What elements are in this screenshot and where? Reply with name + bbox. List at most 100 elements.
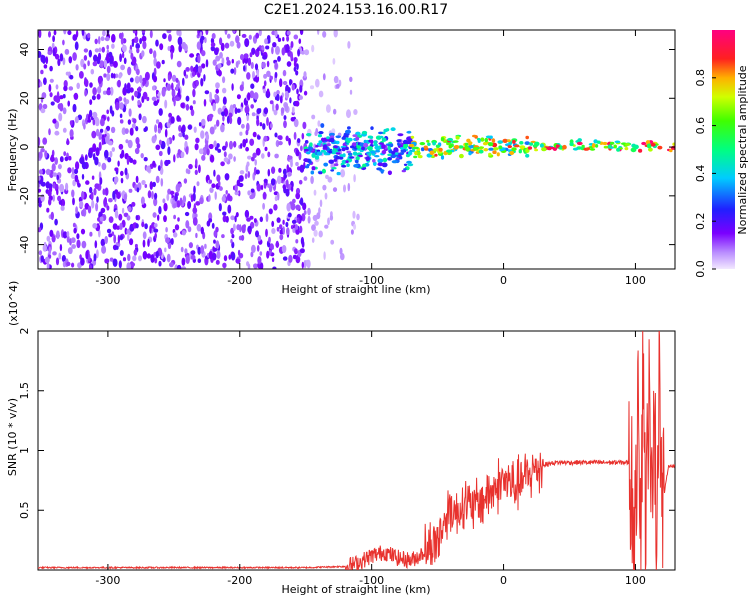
heatmap-cell xyxy=(300,236,304,245)
heatmap-cell xyxy=(169,262,174,268)
heatmap-cell xyxy=(373,143,379,147)
heatmap-cell xyxy=(468,144,474,149)
heatmap-cell xyxy=(108,198,113,203)
heatmap-cell xyxy=(222,145,227,151)
heatmap-cell xyxy=(175,84,179,91)
heatmap-cell xyxy=(56,230,60,239)
heatmap-cell xyxy=(195,158,198,167)
heatmap-cell xyxy=(264,146,268,152)
heatmap-cell xyxy=(138,113,142,121)
heatmap-cell xyxy=(178,132,183,138)
heatmap-cell xyxy=(410,135,415,139)
heatmap-cell xyxy=(68,155,72,161)
heatmap-cell xyxy=(93,253,97,262)
heatmap-cell xyxy=(158,139,162,145)
heatmap-cell xyxy=(273,91,277,98)
heatmap-cell xyxy=(334,163,339,167)
heatmap-cell xyxy=(128,49,133,54)
heatmap-cell xyxy=(304,140,309,144)
heatmap-cell xyxy=(223,255,228,262)
heatmap-cell xyxy=(99,128,104,133)
heatmap-cell xyxy=(607,144,612,148)
heatmap-cell xyxy=(408,143,415,148)
heatmap-cell xyxy=(104,36,110,42)
heatmap-cell xyxy=(185,95,190,102)
heatmap-cell xyxy=(209,91,213,101)
heatmap-cell xyxy=(91,130,97,139)
heatmap-cell xyxy=(253,77,258,82)
heatmap-cell xyxy=(352,210,356,219)
heatmap-cell xyxy=(94,183,100,190)
heatmap-cell xyxy=(155,89,159,95)
heatmap-cell xyxy=(39,81,43,87)
heatmap-cell xyxy=(59,156,64,163)
heatmap-cell xyxy=(224,42,230,49)
heatmap-cell xyxy=(589,148,596,151)
heatmap-cell xyxy=(185,146,189,155)
heatmap-cell xyxy=(135,137,140,145)
heatmap-cell xyxy=(279,234,284,241)
heatmap-cell xyxy=(105,135,110,144)
heatmap-cell xyxy=(333,158,338,162)
heatmap-cell xyxy=(81,190,85,200)
heatmap-cell xyxy=(181,257,186,266)
heatmap-cell xyxy=(196,223,202,232)
heatmap-cell xyxy=(402,139,408,145)
heatmap-cell xyxy=(200,245,205,255)
y-tick-label: -40 xyxy=(18,236,31,254)
heatmap-cell xyxy=(311,114,316,120)
heatmap-cell xyxy=(40,108,46,114)
heatmap-cell xyxy=(157,214,160,221)
heatmap-cell xyxy=(57,195,62,202)
heatmap-cell xyxy=(488,147,494,151)
heatmap-cell xyxy=(420,147,425,152)
heatmap-cell xyxy=(49,92,53,98)
heatmap-cell xyxy=(92,111,98,119)
heatmap-cell xyxy=(527,146,533,150)
heatmap-cell xyxy=(52,35,55,43)
heatmap-cell xyxy=(141,30,146,34)
heatmap-cell xyxy=(75,161,80,170)
heatmap-cell xyxy=(56,188,59,196)
heatmap-cell xyxy=(196,181,200,187)
heatmap-cell xyxy=(287,171,292,177)
heatmap-cell xyxy=(244,38,250,48)
heatmap-cell xyxy=(142,91,148,100)
heatmap-cell xyxy=(381,162,388,168)
heatmap-cell xyxy=(349,89,353,95)
heatmap-cell xyxy=(144,71,150,81)
heatmap-cell xyxy=(592,143,596,147)
heatmap-cell xyxy=(200,130,205,139)
heatmap-cell xyxy=(154,192,158,200)
heatmap-cell xyxy=(115,73,119,79)
heatmap-cell xyxy=(146,96,150,102)
heatmap-cell xyxy=(195,232,198,239)
heatmap-cell xyxy=(466,138,471,143)
heatmap-cell xyxy=(170,238,174,245)
heatmap-cell xyxy=(41,92,47,99)
heatmap-cell xyxy=(279,229,283,235)
heatmap-cell xyxy=(274,153,279,159)
heatmap-cell xyxy=(356,145,361,149)
heatmap-cell xyxy=(130,262,136,267)
heatmap-cell xyxy=(67,100,70,107)
heatmap-cell xyxy=(216,250,221,259)
heatmap-cell xyxy=(406,160,412,164)
colorbar-tick-label: 0.4 xyxy=(694,165,707,183)
heatmap-cell xyxy=(322,73,326,81)
heatmap-cell xyxy=(79,157,85,165)
heatmap-cell xyxy=(399,147,405,150)
heatmap-cell xyxy=(137,99,141,106)
heatmap-cell xyxy=(180,151,185,158)
heatmap-cell xyxy=(118,213,123,221)
heatmap-cell xyxy=(48,198,52,206)
heatmap-cell xyxy=(71,189,75,198)
heatmap-cell xyxy=(184,211,190,217)
y-tick-label: 0 xyxy=(18,144,31,151)
heatmap-cell xyxy=(174,193,178,202)
heatmap-cell xyxy=(349,156,355,159)
heatmap-cell xyxy=(256,183,262,192)
colorbar: 0.0 0.2 0.4 0.6 0.8 Normalized spectral ampl… xyxy=(694,30,749,278)
heatmap-cell xyxy=(413,146,419,150)
heatmap-cell xyxy=(307,207,311,216)
